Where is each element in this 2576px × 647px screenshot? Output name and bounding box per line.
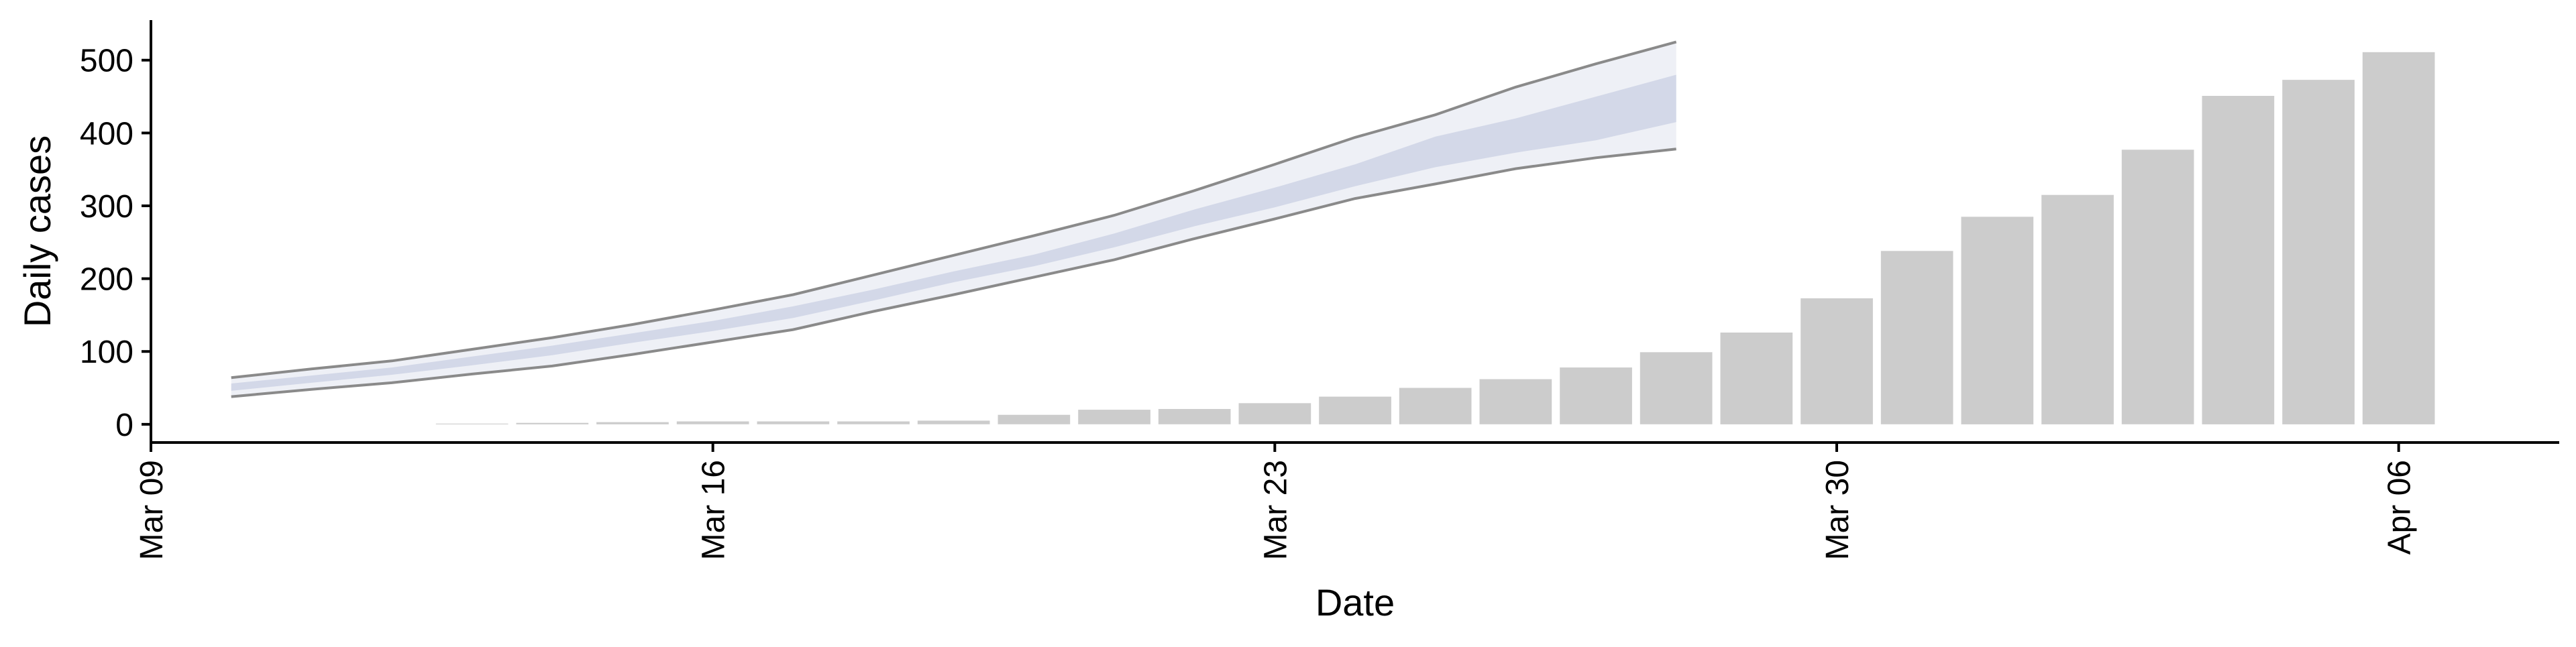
x-tick-label: Mar 30 [1820,460,1856,560]
bar [837,421,910,424]
bar [1078,410,1150,424]
forecast-band-90 [231,42,1676,397]
y-tick-label: 100 [80,335,133,370]
y-tick-label: 200 [80,262,133,298]
bar [1479,379,1552,424]
bar [1880,251,1953,424]
bar [2202,96,2275,424]
bar [917,420,990,424]
forecast-layer [231,40,1677,398]
axes-layer: 0 100 200 300 400 500 Mar 09 Mar 16 Mar 23 Mar 30… [80,20,2559,560]
bar [1801,298,1873,424]
forecast-lower-line [231,148,1676,398]
bar [1720,333,1793,424]
bar [2282,80,2355,424]
y-axis-title: Daily cases [16,135,58,327]
bar [757,421,830,424]
bar [1158,409,1231,424]
x-tick-label: Mar 09 [134,460,170,560]
y-tick-label: 500 [80,44,133,79]
x-tick-label: Apr 06 [2382,460,2418,554]
bar [676,421,749,424]
x-axis-title: Date [1316,581,1395,624]
bar [1640,352,1713,424]
y-tick-label: 400 [80,116,133,152]
bars-layer [435,52,2435,424]
bar [2121,150,2194,424]
bar [2362,52,2435,424]
bar [998,414,1071,424]
bar [1238,403,1311,424]
bar [596,422,669,424]
bar [1560,367,1632,424]
y-tick-label: 300 [80,189,133,225]
bar [516,422,589,424]
forecast-upper-line [231,40,1677,379]
bar [1319,396,1391,424]
y-tick-label: 0 [115,408,133,443]
bar [1961,217,2034,424]
bar [1399,388,1472,424]
bar [2041,194,2114,424]
x-tick-label: Mar 16 [696,460,732,560]
x-tick-label: Mar 23 [1258,460,1293,560]
